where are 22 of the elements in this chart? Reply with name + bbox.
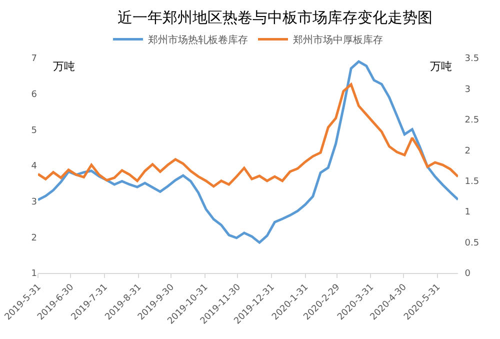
line-series (38, 60, 458, 244)
y-tick-label: 6 (31, 90, 38, 100)
y-tick-label: 7 (31, 54, 37, 64)
line-series (38, 83, 458, 188)
y2-tick-label: 3.5 (464, 54, 480, 64)
y-tick-label: 2 (31, 233, 37, 244)
y-tick-label: 3 (31, 197, 37, 208)
y2-tick-label: 0.5 (464, 238, 480, 248)
y2-tick-label: 3 (464, 84, 471, 95)
chart-title: 近一年郑州地区热卷与中板市场库存变化走势图 (118, 8, 432, 26)
y-tick-label: 1 (31, 269, 37, 280)
y2-tick-label: 1.5 (464, 177, 480, 188)
y2-axis-title: 万吨 (430, 60, 452, 73)
y-tick-label: 5 (31, 126, 37, 136)
y2-tick-label: 1 (464, 208, 471, 218)
y2-tick-label: 2 (464, 146, 471, 156)
y-tick-label: 4 (31, 162, 38, 172)
y2-tick-label: 0 (464, 269, 471, 280)
y-axis-title: 万吨 (53, 60, 75, 73)
legend-label: 郑州市场中厚板库存 (293, 34, 383, 46)
legend-label: 郑州市场热轧板卷库存 (148, 34, 248, 46)
y2-tick-label: 2.5 (464, 116, 480, 126)
